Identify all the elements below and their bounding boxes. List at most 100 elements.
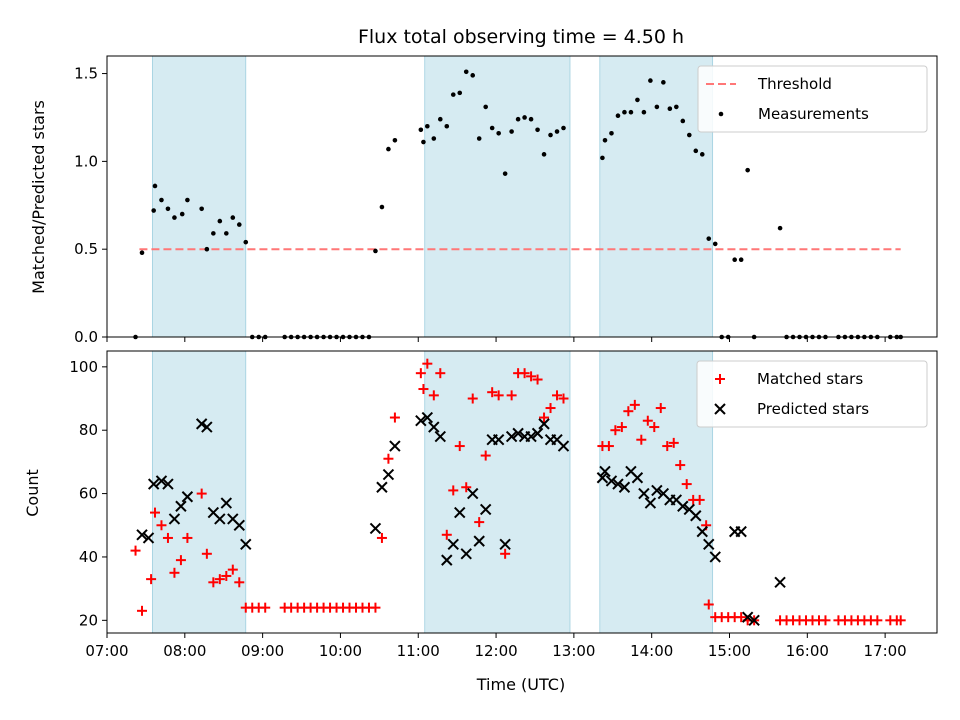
x-marker-b xyxy=(512,427,524,440)
measurement-point xyxy=(386,146,391,152)
x-marker-b xyxy=(638,487,650,500)
x-marker-b xyxy=(415,415,427,427)
x-marker-b xyxy=(220,497,233,509)
measurement-point xyxy=(535,127,540,133)
x-marker-b xyxy=(473,535,485,547)
measurement-point xyxy=(444,123,450,129)
matched-star-point xyxy=(221,570,232,581)
matched-star-point xyxy=(636,434,647,445)
bottom-panel: 20 40 60 80 100 07:00 08:00 09:00 10:00 11:00 12:0… xyxy=(69,350,938,660)
predicted-star-point xyxy=(531,427,544,440)
predicted-star-point xyxy=(376,481,388,493)
measurement-point xyxy=(199,206,204,212)
x-marker-b xyxy=(168,513,181,525)
measurement-point xyxy=(470,73,476,78)
predicted-star-point xyxy=(147,478,160,490)
x-marker-b xyxy=(181,491,194,503)
predicted-star-point xyxy=(428,421,440,433)
x-marker-b xyxy=(651,484,663,497)
matched-star-point xyxy=(415,368,426,379)
x-marker-b xyxy=(618,481,631,493)
matched-star-point xyxy=(227,564,238,575)
x-marker-b xyxy=(428,421,440,433)
matched-star-point xyxy=(175,555,186,566)
measurement-point xyxy=(211,231,216,236)
predicted-star-point xyxy=(214,513,226,525)
matched-star-point xyxy=(435,368,446,379)
observing-window-band xyxy=(424,350,571,634)
predicted-star-point xyxy=(233,519,245,531)
x-tick-label: 09:00 xyxy=(241,642,284,660)
x-marker-b xyxy=(460,548,472,560)
x-marker-b xyxy=(525,430,537,443)
matched-star-point xyxy=(558,393,569,404)
measurement-point xyxy=(450,92,456,97)
x-tick-label: 08:00 xyxy=(163,642,206,660)
measurement-point xyxy=(236,222,242,227)
predicted-star-point xyxy=(454,506,466,519)
legend-box xyxy=(697,65,928,133)
x-tick-label: 12:00 xyxy=(474,642,517,660)
x-tick-label: 11:00 xyxy=(397,642,440,660)
measurement-point xyxy=(476,136,482,141)
matched-star-point xyxy=(169,567,180,578)
measurement-point xyxy=(483,104,488,110)
matched-star-point xyxy=(532,374,543,385)
matched-star-point xyxy=(629,399,640,410)
predicted-star-point xyxy=(499,538,511,550)
matched-star-point xyxy=(182,532,193,543)
measurement-point xyxy=(421,139,426,145)
x-marker-b xyxy=(690,510,702,522)
x-marker-b xyxy=(195,418,208,430)
matched-star-point xyxy=(146,574,157,585)
matched-star-point xyxy=(383,453,394,464)
measurement-point xyxy=(431,136,437,141)
legend-label: Threshold xyxy=(757,75,832,93)
measurement-point xyxy=(217,218,223,224)
x-marker-b xyxy=(551,434,563,446)
measurement-point xyxy=(609,130,614,136)
x-marker-b xyxy=(625,465,637,478)
x-marker-b xyxy=(741,611,754,623)
matched-star-point xyxy=(895,615,906,626)
predicted-star-point xyxy=(696,525,708,538)
x-marker-b xyxy=(596,472,609,484)
predicted-star-point xyxy=(631,472,644,484)
matched-star-point xyxy=(545,403,556,414)
x-marker-b xyxy=(492,434,505,446)
matched-star-point xyxy=(519,368,530,379)
axes-frame xyxy=(106,350,938,634)
measurement-point xyxy=(667,106,673,111)
matched-star-point xyxy=(149,507,160,518)
predicted-star-point xyxy=(434,430,447,443)
measurement-point xyxy=(732,257,737,263)
x-marker-b xyxy=(479,503,492,516)
x-marker-b xyxy=(207,506,220,519)
matched-star-point xyxy=(480,450,491,461)
predicted-star-point xyxy=(162,478,174,490)
observing-window-band xyxy=(151,350,247,634)
measurement-point xyxy=(151,208,156,213)
x-marker-b xyxy=(557,440,570,452)
matched-star-point xyxy=(234,577,245,588)
predicted-star-point xyxy=(538,418,550,430)
predicted-star-point xyxy=(201,421,213,433)
measurement-point xyxy=(230,215,236,220)
x-tick-label: 16:00 xyxy=(786,642,829,660)
matched-star-point xyxy=(493,390,504,401)
x-axis-label: Time (UTC) xyxy=(476,675,565,694)
legend: Matched stars Predicted stars xyxy=(696,360,928,428)
y-tick-label: 60 xyxy=(79,485,98,503)
matched-star-point xyxy=(260,602,271,613)
predicted-star-point xyxy=(421,411,434,424)
matched-star-point xyxy=(603,441,614,452)
predicted-star-point xyxy=(605,475,618,487)
x-tick-label: 17:00 xyxy=(864,642,907,660)
measurement-point xyxy=(706,236,712,241)
predicted-star-point xyxy=(735,525,747,538)
predicted-star-point xyxy=(369,522,382,535)
matched-star-point xyxy=(467,393,478,404)
x-marker-b xyxy=(382,468,395,481)
measurement-point xyxy=(635,97,640,103)
